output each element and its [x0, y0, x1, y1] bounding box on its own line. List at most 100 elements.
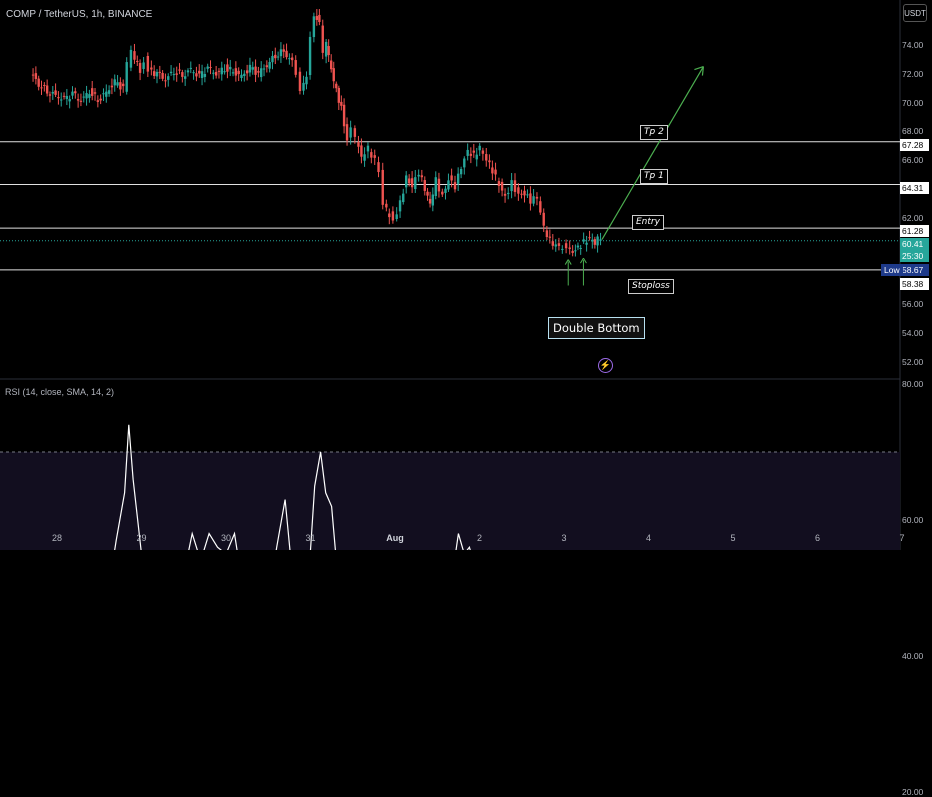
candle-body: [428, 198, 432, 204]
price-axis-label: 68.00: [902, 126, 924, 137]
candle-body: [119, 82, 122, 90]
currency-button[interactable]: USDT: [903, 4, 927, 22]
candle-body: [340, 101, 343, 106]
candle-body: [357, 141, 360, 147]
candle-body: [554, 244, 557, 247]
candle-body: [65, 95, 69, 100]
price-axis-label: 54.00: [902, 328, 924, 338]
candle-body: [74, 91, 77, 94]
candle-body: [463, 158, 466, 168]
chart-canvas[interactable]: [0, 0, 932, 550]
candle-body: [381, 169, 384, 205]
candle-body: [245, 70, 249, 74]
candle-body: [447, 180, 450, 190]
candle-body: [262, 68, 266, 70]
candle-body: [107, 90, 111, 94]
candle-body: [414, 177, 417, 190]
candle-body: [285, 50, 288, 58]
candle-body: [345, 124, 349, 141]
candle-body: [40, 87, 43, 89]
candle-body: [582, 239, 585, 242]
tp2-label[interactable]: Tp 2: [640, 125, 668, 140]
candle-body: [113, 79, 116, 86]
entry-label[interactable]: Entry: [632, 215, 664, 230]
candle-body: [226, 64, 229, 72]
candle-body: [183, 76, 187, 79]
candle-body: [302, 82, 305, 91]
price-axis-label: 62.00: [902, 212, 924, 223]
target-arrowhead: [694, 66, 705, 76]
candle-body: [51, 91, 54, 94]
candle-body: [398, 200, 402, 212]
candle-body: [99, 98, 102, 101]
time-axis-label: Aug: [386, 533, 404, 543]
candle-body: [294, 60, 297, 75]
rsi-axis-label: 40.00: [902, 651, 924, 661]
candlestick-series: [31, 9, 602, 257]
candle-body: [466, 149, 469, 156]
candle-body: [142, 62, 145, 69]
candle-body: [231, 72, 235, 74]
candle-body: [523, 190, 526, 196]
candle-body: [459, 169, 463, 175]
candle-body: [206, 66, 209, 69]
candle-body: [588, 237, 591, 239]
candle-body: [146, 55, 150, 72]
tp1-label[interactable]: Tp 1: [640, 169, 668, 184]
candle-body: [574, 250, 577, 252]
lightning-event-icon[interactable]: ⚡: [598, 358, 613, 373]
time-axis-label: 4: [645, 533, 652, 543]
candle-body: [517, 187, 520, 194]
candle-body: [503, 193, 507, 196]
candle-body: [43, 84, 46, 86]
price-axis-label: 72.00: [902, 68, 924, 79]
candle-body: [268, 62, 271, 69]
candle-body: [54, 90, 57, 95]
rsi-legend[interactable]: RSI (14, close, SMA, 14, 2): [5, 387, 115, 397]
candle-body: [282, 49, 285, 52]
candle-body: [526, 194, 529, 196]
candle-body: [200, 71, 204, 79]
candle-body: [535, 196, 539, 199]
stoploss-label[interactable]: Stoploss: [628, 279, 674, 294]
candle-body: [404, 175, 408, 188]
candle-body: [203, 74, 207, 77]
candle-body: [353, 128, 357, 137]
candle-body: [472, 150, 475, 153]
candle-body: [290, 57, 294, 61]
candle-body: [456, 173, 460, 184]
candle-body: [469, 153, 473, 156]
candle-body: [175, 73, 178, 75]
candle-body: [105, 91, 108, 97]
candle-body: [178, 69, 181, 71]
double-bottom-arrowhead: [564, 259, 572, 265]
candle-body: [500, 181, 504, 191]
candle-body: [585, 242, 588, 245]
candle-body: [453, 182, 457, 190]
candle-body: [276, 56, 280, 58]
time-axis-label: 28: [51, 533, 63, 543]
candle-body: [31, 74, 35, 76]
candle-body: [551, 241, 555, 246]
price-axis-label: 70.00: [902, 97, 924, 108]
symbol-header[interactable]: COMP / TetherUS, 1h, BINANCE: [6, 9, 153, 20]
candle-body: [529, 193, 532, 204]
candle-body: [257, 71, 260, 73]
double-bottom-label[interactable]: Double Bottom: [548, 317, 645, 339]
candle-body: [591, 239, 594, 242]
entry-price-tag: 61.28: [900, 225, 929, 237]
candle-body: [181, 72, 184, 77]
candle-body: [410, 178, 414, 188]
target-arrow: [601, 66, 704, 240]
candle-body: [332, 68, 335, 82]
candle-body: [330, 60, 333, 70]
price-axis-label: 52.00: [902, 356, 924, 367]
candle-body: [271, 55, 274, 63]
candle-body: [342, 104, 346, 127]
candle-body: [593, 239, 597, 245]
candle-body: [510, 180, 513, 192]
candle-body: [545, 230, 549, 238]
time-axis-label: 2: [476, 533, 483, 543]
candle-body: [57, 97, 60, 99]
low-price-tag: 58.67: [900, 264, 929, 276]
